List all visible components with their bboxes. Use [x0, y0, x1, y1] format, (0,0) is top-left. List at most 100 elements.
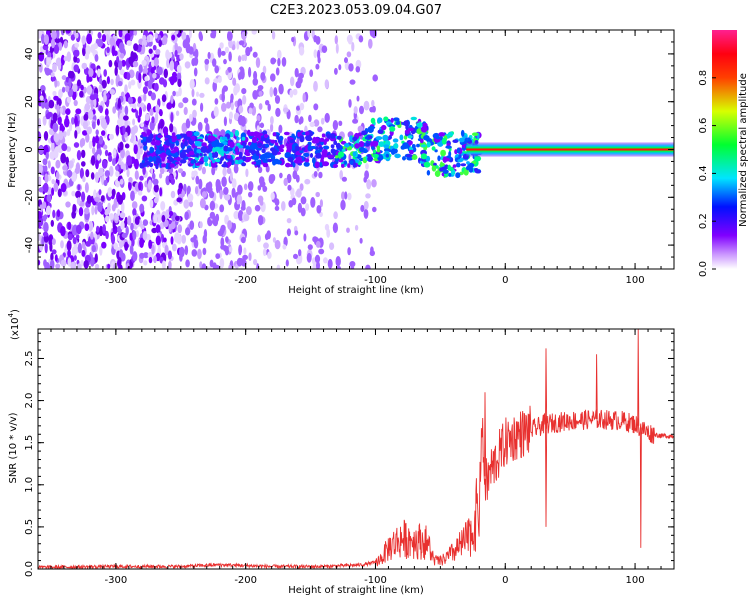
heatmap-cell [174, 30, 179, 35]
heatmap-cell [103, 69, 107, 77]
heatmap-cell [365, 264, 371, 269]
heatmap-cell [270, 116, 274, 125]
heatmap-cell [121, 232, 128, 238]
heatmap-cell [214, 65, 219, 74]
heatmap-cell [125, 226, 129, 236]
heatmap-cell [285, 259, 289, 267]
snr-ticks: -300 -200 -100 0 100 0.0 0.5 1.0 1.5 2.0 2.5 [24, 329, 675, 586]
heatmap-cell [324, 79, 329, 89]
heatmap-cell [257, 215, 264, 226]
heatmap-cell [308, 131, 314, 137]
heatmap-cell [463, 168, 469, 176]
heatmap-cell [245, 145, 250, 150]
heatmap-cell [85, 169, 90, 178]
heatmap-cell [142, 34, 147, 42]
heatmap-cell [71, 190, 76, 197]
heatmap-cell [109, 37, 116, 46]
heatmap-cell [407, 135, 413, 139]
heatmap-cell [51, 76, 56, 82]
heatmap-cell [158, 146, 165, 151]
heatmap-cell [245, 152, 251, 157]
heatmap-cell [58, 88, 63, 99]
heatmap-cell [354, 143, 360, 149]
heatmap-cell [313, 119, 320, 127]
heatmap-cell [57, 188, 62, 198]
snr-scale-label: (x104) [7, 309, 21, 340]
heatmap-cell [240, 205, 246, 211]
snr-series-line [38, 405, 674, 569]
heatmap-cell [65, 108, 71, 115]
heatmap-cell [215, 253, 221, 259]
heatmap-cell [296, 188, 302, 198]
heatmap-cell [270, 192, 275, 200]
heatmap-cell [120, 201, 125, 213]
heatmap-cell [58, 130, 64, 141]
heatmap-cell [222, 167, 227, 177]
heatmap-cell [318, 171, 323, 179]
heatmap-cell [155, 48, 161, 55]
heatmap-cell [52, 122, 59, 133]
heatmap-cell [92, 136, 96, 148]
heatmap-cell [102, 224, 106, 234]
heatmap-cell [200, 142, 207, 147]
heatmap-cell [277, 57, 281, 67]
snr-panel: -300 -200 -100 0 100 0.0 0.5 1.0 1.5 2.0 2.5 Heigh… [7, 309, 675, 596]
heatmap-cell [132, 102, 137, 110]
heatmap-cell [47, 160, 51, 169]
heatmap-cell [188, 30, 192, 39]
heatmap-cell [313, 103, 319, 111]
heatmap-cell [321, 133, 326, 138]
heatmap-cell [229, 141, 235, 148]
heatmap-cell [312, 157, 316, 164]
heatmap-cell [142, 140, 148, 147]
heatmap-cell [358, 146, 366, 153]
heatmap-cell [148, 239, 153, 249]
heatmap-cell [135, 109, 139, 119]
heatmap-cell [297, 131, 301, 138]
heatmap-cell [209, 259, 214, 268]
heatmap-cell [472, 132, 479, 136]
heatmap-cell [51, 179, 55, 185]
heatmap-cell [298, 118, 302, 125]
heatmap-cell [172, 243, 177, 252]
heatmap-cell [146, 136, 153, 143]
heatmap-cell [48, 234, 52, 246]
heatmap-cell [96, 225, 100, 233]
heatmap-cell [409, 149, 414, 155]
heatmap-cell [416, 143, 420, 148]
heatmap-cell [231, 178, 237, 189]
heatmap-cell [167, 52, 173, 59]
heatmap-cell [155, 150, 163, 155]
heatmap-cell [161, 163, 167, 168]
heatmap-cell [43, 131, 49, 141]
heatmap-cell [275, 67, 280, 76]
heatmap-cell [194, 186, 199, 195]
heatmap-cell [238, 105, 244, 114]
heatmap-cell [124, 33, 131, 42]
heatmap-cell [176, 197, 183, 203]
heatmap-cell [308, 114, 312, 123]
heatmap-cell [224, 194, 231, 201]
heatmap-cell [164, 244, 169, 256]
heatmap-cell [452, 164, 457, 168]
heatmap-cell [259, 154, 266, 161]
heatmap-cell [72, 83, 78, 92]
heatmap-cell [80, 84, 84, 91]
heatmap-cell [82, 176, 86, 183]
heatmap-cell [287, 156, 294, 162]
heatmap-cell [55, 159, 61, 169]
heatmap-cell [167, 250, 172, 260]
heatmap-cell [241, 54, 246, 61]
figure-title: C2E3.2023.053.09.04.G07 [270, 3, 442, 18]
heatmap-cell [119, 53, 125, 59]
heatmap-cell [278, 124, 283, 134]
heatmap-cell [305, 135, 312, 141]
heatmap-cell [317, 126, 323, 133]
heatmap-cell [157, 134, 164, 138]
heatmap-cell [120, 147, 125, 159]
heatmap-cell [191, 88, 195, 98]
heatmap-cell [292, 88, 298, 96]
heatmap-cell [188, 113, 193, 122]
heatmap-cell [402, 142, 409, 150]
heatmap-cell [82, 46, 86, 57]
